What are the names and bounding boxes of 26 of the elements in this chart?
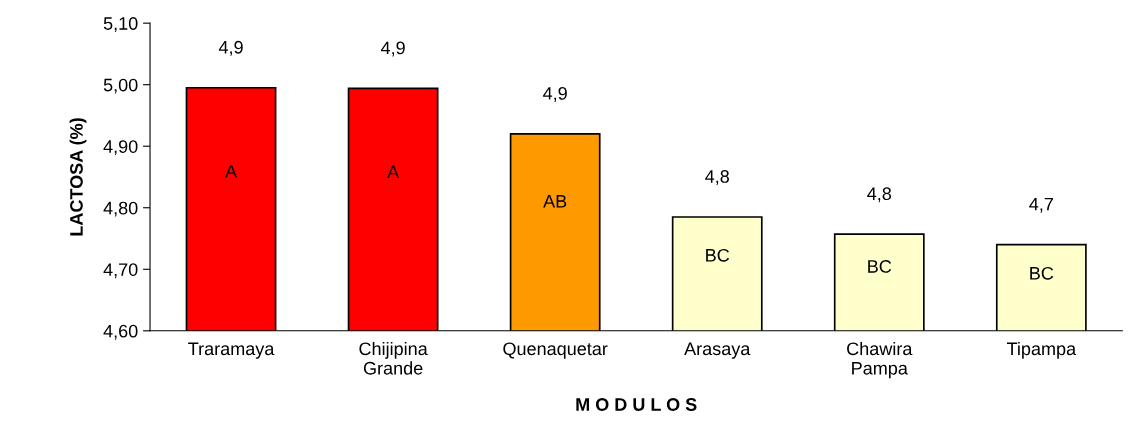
x-tick-label: Traramaya (188, 342, 275, 359)
y-tick-label: 4,90 (103, 140, 138, 156)
annotation: BC (706, 248, 730, 262)
annotation: A (387, 165, 400, 178)
y-tick-label: 5,10 (103, 17, 138, 33)
x-tick-label: Chijipina Grande (359, 341, 428, 375)
y-axis-title: LACTOSA (%) (69, 118, 87, 236)
x-tick-label: Tipampa (1006, 341, 1077, 359)
x-axis-title: M O D U L O S (576, 398, 697, 411)
annotation: BC (868, 260, 892, 273)
y-tick-label: 4,70 (103, 263, 138, 279)
annotation: BC (1030, 266, 1054, 280)
x-tick-label: Arasaya (684, 342, 751, 359)
y-tick-label: 4,60 (103, 324, 138, 340)
annotation: 4,9 (218, 40, 243, 56)
annotation: 4,7 (1029, 197, 1053, 213)
annotation: A (225, 165, 238, 178)
x-tick-label: Quenaquetar (503, 342, 608, 359)
y-tick-label: 5,00 (103, 78, 138, 94)
annotation: 4,8 (867, 187, 892, 203)
annotation: AB (543, 195, 567, 208)
x-tick-label: Chawira Pampa (847, 341, 913, 379)
annotation: 4,9 (380, 41, 405, 57)
annotation: 4,8 (705, 170, 729, 185)
annotation: 4,9 (543, 87, 567, 102)
y-tick-label: 4,80 (103, 201, 138, 217)
